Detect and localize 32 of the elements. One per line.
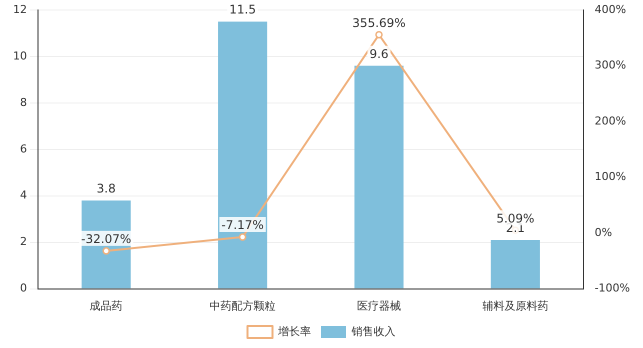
y-tick-label: 2: [20, 235, 27, 248]
data-label: 9.6: [369, 46, 389, 61]
point: [375, 30, 383, 38]
x-tick-label: 医疗器械: [356, 299, 401, 312]
bar: [490, 240, 540, 288]
data-label: 355.69%: [352, 16, 406, 30]
y2-tick-label: 200%: [594, 114, 626, 128]
y2-tick-label: -100%: [594, 282, 630, 295]
legend-label: 销售收入: [350, 324, 396, 338]
y-tick-label: 12: [12, 2, 27, 16]
x-tick-label: 成品药: [90, 299, 123, 312]
y-tick-label: 6: [20, 142, 27, 156]
data-label: -7.17%: [221, 218, 264, 232]
y-tick-label: 0: [20, 282, 27, 295]
y2-tick-label: 300%: [594, 58, 626, 72]
data-label: -32.07%: [81, 232, 132, 246]
bar: [218, 22, 268, 288]
point: [102, 247, 110, 255]
bar: [354, 66, 404, 288]
y-tick-label: 10: [12, 49, 27, 62]
y-tick-label: 8: [20, 96, 27, 109]
y2-tick-label: 100%: [594, 170, 626, 184]
data-label: 3.8: [96, 182, 116, 196]
x-tick-label: 辅料及原料药: [482, 299, 548, 312]
y-tick-label: 4: [20, 188, 27, 202]
legend-label: 增长率: [277, 324, 311, 338]
x-tick-label: 中药配方颗粒: [210, 299, 276, 312]
data-label: 11.5: [229, 2, 256, 17]
y2-tick-label: 400%: [594, 2, 626, 16]
y2-tick-label: 0%: [594, 226, 612, 239]
data-label: 5.09%: [496, 211, 534, 226]
point: [238, 233, 246, 241]
